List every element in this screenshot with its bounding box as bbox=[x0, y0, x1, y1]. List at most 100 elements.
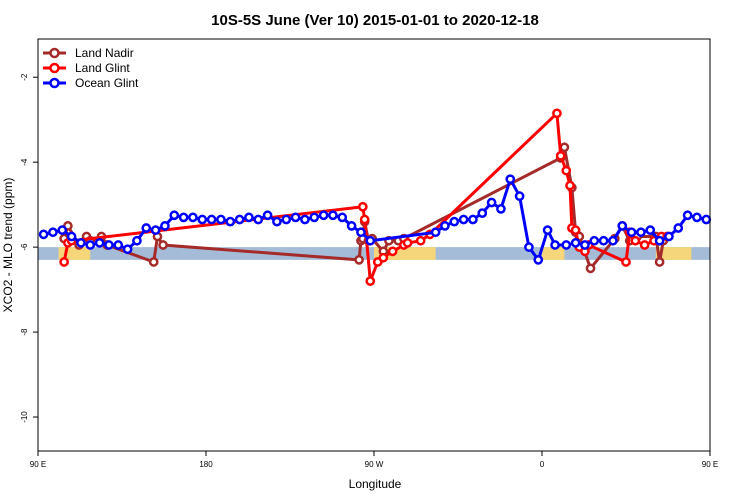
ocean-glint-point bbox=[449, 216, 460, 227]
ocean-glint-point bbox=[561, 240, 572, 250]
ocean-glint-point bbox=[692, 212, 702, 223]
ocean-glint-point bbox=[66, 231, 77, 242]
ocean-glint-point bbox=[550, 240, 560, 250]
land-nadir-point bbox=[559, 142, 570, 153]
x-axis-label: Longitude bbox=[349, 477, 402, 491]
ocean-glint-point bbox=[626, 227, 637, 238]
ocean-glint-point bbox=[533, 255, 544, 265]
ocean-glint-point bbox=[150, 225, 161, 235]
ocean-glint-point bbox=[486, 197, 497, 208]
ocean-glint-point bbox=[570, 238, 581, 248]
ocean-glint-point bbox=[608, 235, 618, 246]
land-glint-point bbox=[378, 252, 389, 263]
land-band bbox=[542, 247, 565, 260]
ocean-glint-point bbox=[188, 212, 198, 223]
ocean-glint-point bbox=[76, 238, 86, 248]
legend-label: Ocean Glint bbox=[75, 76, 139, 90]
land-glint-point bbox=[415, 235, 426, 246]
land-glint-point bbox=[639, 240, 650, 250]
land-glint-point bbox=[565, 180, 575, 191]
ocean-glint-point bbox=[514, 191, 525, 202]
ocean-glint-point bbox=[636, 227, 646, 238]
ocean-glint-point bbox=[440, 221, 450, 231]
land-glint-point bbox=[402, 238, 413, 248]
ocean-glint-point bbox=[132, 235, 142, 246]
ocean-glint-point bbox=[253, 214, 264, 225]
ocean-glint-point bbox=[94, 238, 105, 248]
series-layer bbox=[38, 108, 712, 286]
ocean-glint-point bbox=[57, 225, 68, 235]
ocean-glint-point bbox=[598, 235, 609, 246]
land-glint-legend-marker bbox=[49, 62, 60, 74]
ocean-glint-legend-marker bbox=[49, 77, 60, 89]
land-glint-point bbox=[552, 108, 562, 119]
ocean-glint-point bbox=[673, 223, 684, 233]
land-glint-point bbox=[570, 225, 581, 235]
x-tick-label: 180 bbox=[199, 460, 213, 469]
ocean-glint-point bbox=[272, 216, 282, 227]
ocean-glint-point bbox=[262, 210, 273, 221]
ocean-glint-point bbox=[458, 214, 469, 225]
ocean-glint-point bbox=[664, 231, 674, 242]
land-glint-point bbox=[561, 165, 572, 176]
land-glint-point bbox=[357, 201, 368, 212]
ocean-glint-point bbox=[122, 244, 133, 255]
y-tick-label: -10 bbox=[20, 411, 29, 423]
ocean-glint-point bbox=[356, 227, 366, 238]
ocean-glint-point bbox=[309, 212, 320, 223]
ocean-glint-point bbox=[477, 208, 488, 218]
land-glint-point bbox=[555, 150, 566, 161]
land-glint-point bbox=[59, 257, 69, 267]
y-tick-label: -2 bbox=[20, 73, 29, 81]
chart-title: 10S-5S June (Ver 10) 2015-01-01 to 2020-… bbox=[211, 12, 539, 29]
ocean-glint-point bbox=[234, 214, 245, 225]
y-axis: -10 -8 -6 -4 -2 bbox=[20, 73, 38, 423]
land-nadir-point bbox=[585, 263, 596, 274]
ocean-glint-point bbox=[178, 212, 189, 223]
x-tick-label: 90 E bbox=[702, 460, 718, 469]
ocean-glint-point bbox=[141, 223, 152, 233]
ocean-glint-point bbox=[216, 214, 226, 225]
land-nadir-point bbox=[354, 255, 364, 265]
land-glint-point bbox=[359, 214, 370, 225]
land-nadir-point bbox=[654, 257, 665, 267]
y-tick-label: -6 bbox=[20, 243, 29, 251]
ocean-glint-point bbox=[104, 240, 114, 250]
ocean-glint-point bbox=[542, 225, 553, 235]
ocean-glint-point bbox=[281, 214, 292, 225]
ocean-glint-point bbox=[337, 212, 348, 223]
ocean-glint-point bbox=[580, 240, 590, 250]
ocean-glint-point bbox=[169, 210, 180, 221]
ocean-glint-point bbox=[654, 235, 665, 246]
ocean-glint-point bbox=[113, 240, 124, 250]
ocean-glint-point bbox=[244, 212, 254, 223]
ocean-glint-point bbox=[346, 221, 357, 231]
y-tick-label: -8 bbox=[20, 328, 29, 336]
ocean-glint-point bbox=[701, 214, 712, 225]
ocean-glint-point bbox=[48, 227, 58, 238]
ocean-glint-point bbox=[682, 210, 693, 221]
land-glint-point bbox=[621, 257, 631, 267]
ocean-glint-point bbox=[300, 214, 310, 225]
ocean-glint-point bbox=[365, 235, 376, 246]
ocean-glint-point bbox=[160, 221, 170, 231]
ocean-glint-point bbox=[197, 214, 208, 225]
ocean-glint-point bbox=[225, 216, 236, 227]
land-glint-point bbox=[630, 235, 641, 246]
ocean-glint-point bbox=[85, 240, 96, 250]
legend-label: Land Nadir bbox=[75, 46, 134, 60]
ocean-glint-point bbox=[318, 210, 329, 221]
ocean-glint-point bbox=[38, 229, 49, 240]
land-nadir-point bbox=[158, 240, 168, 250]
x-tick-label: 0 bbox=[540, 460, 545, 469]
ocean-glint-point bbox=[505, 174, 516, 185]
y-tick-label: -4 bbox=[20, 158, 29, 166]
land-band bbox=[655, 247, 692, 260]
ocean-glint-point bbox=[468, 214, 478, 225]
ocean-glint-point bbox=[328, 210, 338, 221]
y-axis-label: XCO2 - MLO trend (ppm) bbox=[1, 178, 15, 313]
legend-label: Land Glint bbox=[75, 61, 130, 75]
ocean-glint-point bbox=[496, 204, 506, 214]
